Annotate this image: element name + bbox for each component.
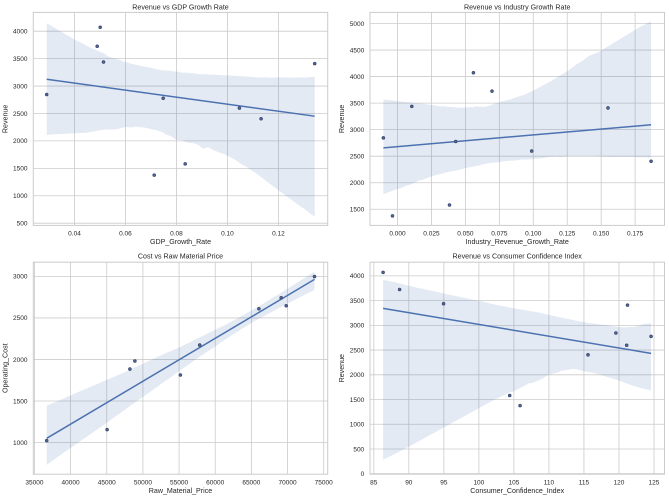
- svg-text:0.000: 0.000: [389, 231, 406, 238]
- svg-text:Revenue vs GDP Growth Rate: Revenue vs GDP Growth Rate: [132, 4, 229, 12]
- svg-text:1000: 1000: [350, 422, 365, 429]
- svg-text:100: 100: [473, 480, 484, 487]
- svg-text:0.125: 0.125: [559, 231, 576, 238]
- svg-text:0.12: 0.12: [272, 231, 285, 238]
- svg-text:Consumer_Confidence_Index: Consumer_Confidence_Index: [470, 487, 564, 495]
- svg-text:65000: 65000: [242, 480, 260, 487]
- svg-text:Revenue vs Industry Growth Rat: Revenue vs Industry Growth Rate: [464, 4, 571, 12]
- svg-text:0.100: 0.100: [525, 231, 542, 238]
- svg-text:2000: 2000: [350, 180, 365, 187]
- svg-text:85: 85: [370, 480, 378, 487]
- svg-text:70000: 70000: [279, 480, 297, 487]
- svg-text:0.075: 0.075: [491, 231, 508, 238]
- svg-text:1500: 1500: [350, 397, 365, 404]
- svg-text:4000: 4000: [13, 28, 28, 35]
- svg-text:3000: 3000: [13, 274, 28, 281]
- svg-text:90: 90: [405, 480, 413, 487]
- svg-text:1500: 1500: [13, 166, 28, 173]
- svg-text:0.06: 0.06: [119, 231, 132, 238]
- svg-text:45000: 45000: [98, 480, 116, 487]
- svg-text:110: 110: [544, 480, 555, 487]
- svg-text:2500: 2500: [350, 154, 365, 161]
- svg-text:0.025: 0.025: [423, 231, 440, 238]
- svg-text:1500: 1500: [13, 398, 28, 405]
- svg-text:4000: 4000: [350, 74, 365, 81]
- svg-text:Cost vs Raw Material Price: Cost vs Raw Material Price: [138, 252, 223, 260]
- svg-text:5000: 5000: [350, 21, 365, 28]
- svg-text:Raw_Material_Price: Raw_Material_Price: [149, 487, 213, 495]
- svg-text:4500: 4500: [350, 47, 365, 54]
- svg-text:2000: 2000: [350, 372, 365, 379]
- svg-text:2000: 2000: [13, 138, 28, 145]
- svg-text:0: 0: [361, 471, 365, 478]
- svg-text:2000: 2000: [13, 357, 28, 364]
- svg-text:3000: 3000: [350, 127, 365, 134]
- svg-text:0.04: 0.04: [68, 231, 81, 238]
- svg-text:4000: 4000: [350, 273, 365, 280]
- svg-text:75000: 75000: [315, 480, 333, 487]
- svg-text:3000: 3000: [350, 323, 365, 330]
- svg-text:0.08: 0.08: [170, 231, 183, 238]
- svg-text:500: 500: [17, 221, 28, 228]
- svg-text:2500: 2500: [350, 347, 365, 354]
- svg-text:35000: 35000: [25, 480, 43, 487]
- svg-text:1500: 1500: [350, 207, 365, 214]
- svg-text:105: 105: [508, 480, 519, 487]
- svg-text:Revenue vs Consumer Confidence: Revenue vs Consumer Confidence Index: [453, 252, 583, 260]
- svg-text:3500: 3500: [350, 298, 365, 305]
- svg-text:2500: 2500: [13, 315, 28, 322]
- svg-text:0.175: 0.175: [627, 231, 644, 238]
- svg-text:60000: 60000: [206, 480, 224, 487]
- svg-text:1000: 1000: [13, 193, 28, 200]
- svg-text:2500: 2500: [13, 111, 28, 118]
- svg-text:0.150: 0.150: [593, 231, 610, 238]
- svg-text:GDP_Growth_Rate: GDP_Growth_Rate: [150, 238, 211, 246]
- svg-text:Revenue: Revenue: [338, 354, 346, 382]
- svg-text:3500: 3500: [13, 56, 28, 63]
- svg-text:3500: 3500: [350, 100, 365, 107]
- svg-text:120: 120: [614, 480, 625, 487]
- svg-text:55000: 55000: [170, 480, 188, 487]
- svg-text:95: 95: [440, 480, 448, 487]
- svg-text:3000: 3000: [13, 83, 28, 90]
- svg-text:Revenue: Revenue: [1, 105, 9, 133]
- svg-text:115: 115: [579, 480, 590, 487]
- svg-text:0.050: 0.050: [457, 231, 474, 238]
- svg-text:0.10: 0.10: [221, 231, 234, 238]
- svg-text:125: 125: [649, 480, 660, 487]
- svg-text:Industry_Revenue_Growth_Rate: Industry_Revenue_Growth_Rate: [466, 238, 569, 246]
- svg-text:Operating_Cost: Operating_Cost: [1, 343, 9, 393]
- svg-text:50000: 50000: [134, 480, 152, 487]
- svg-text:1000: 1000: [13, 440, 28, 447]
- svg-text:Revenue: Revenue: [338, 105, 346, 133]
- svg-text:500: 500: [353, 446, 364, 453]
- svg-text:40000: 40000: [62, 480, 80, 487]
